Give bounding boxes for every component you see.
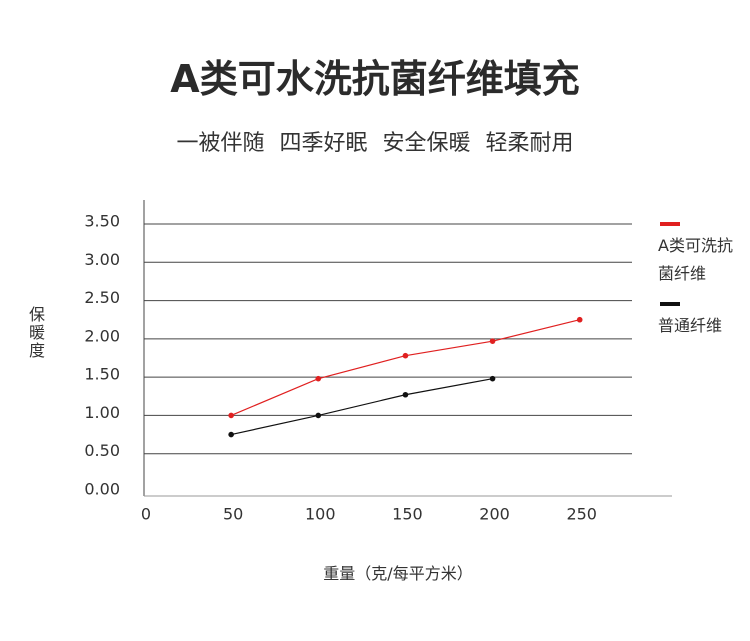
x-tick-label: 200 [479,505,510,524]
y-tick-label: 1.50 [84,365,120,384]
legend-swatch [660,222,680,226]
data-point [576,316,583,323]
data-point [228,412,234,419]
x-tick-label: 50 [223,505,243,524]
data-point [315,375,322,382]
data-point [315,412,322,419]
data-point [402,352,409,359]
x-tick-label: 150 [392,505,423,524]
legend-label: 普通纤维 [658,316,723,335]
series-line [231,378,493,436]
data-point [489,375,496,382]
y-tick-label: 2.00 [84,326,120,345]
x-tick-label: 250 [566,505,597,524]
legend-label: A类可洗抗菌纤维 [658,236,733,283]
legend-swatch [660,302,680,306]
data-point [489,338,496,344]
y-tick-label: 0.00 [84,480,120,499]
y-tick-label: 1.00 [84,403,120,422]
data-point [402,391,409,398]
y-tick-label: 2.50 [84,288,120,307]
x-axis-label: 重量（克/每平方米） [323,564,473,583]
y-tick-label: 3.50 [84,212,120,231]
data-point [228,431,234,438]
y-tick-label: 3.00 [84,250,120,269]
x-tick-label: 100 [305,505,336,524]
y-axis-label: 保暖度 [28,305,45,360]
chart-subtitle: 一被伴随 四季好眠 安全保暖 轻柔耐用 [176,131,574,156]
y-tick-label: 0.50 [84,441,120,460]
series-line [230,319,580,416]
chart-title: A类可水洗抗菌纤维填充 [170,57,580,101]
x-tick-label: 0 [141,505,151,524]
